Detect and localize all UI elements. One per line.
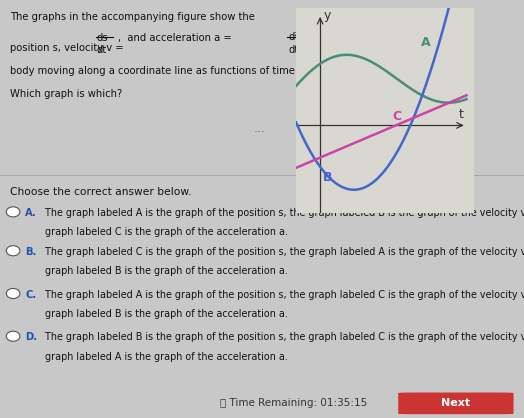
Text: graph labeled C is the graph of the acceleration a.: graph labeled C is the graph of the acce… — [45, 227, 288, 237]
Text: B: B — [323, 171, 332, 184]
Text: of a: of a — [309, 33, 328, 43]
Text: ⏱ Time Remaining: 01:35:15: ⏱ Time Remaining: 01:35:15 — [220, 398, 367, 408]
Text: graph labeled A is the graph of the acceleration a.: graph labeled A is the graph of the acce… — [45, 352, 288, 362]
Text: A: A — [421, 36, 431, 49]
Text: dt²: dt² — [288, 45, 302, 55]
Text: The graph labeled B is the graph of the position s, the graph labeled C is the g: The graph labeled B is the graph of the … — [45, 332, 524, 342]
Text: body moving along a coordinate line as functions of time t.: body moving along a coordinate line as f… — [10, 66, 305, 76]
Text: Which graph is which?: Which graph is which? — [10, 89, 123, 99]
Text: C.: C. — [25, 290, 36, 300]
Text: ds: ds — [97, 33, 108, 43]
Text: t: t — [459, 108, 464, 121]
Text: d²s: d²s — [288, 32, 304, 42]
Circle shape — [6, 288, 20, 298]
Text: ,  and acceleration a =: , and acceleration a = — [118, 33, 232, 43]
Text: position s, velocity v =: position s, velocity v = — [10, 43, 124, 53]
Text: dt: dt — [97, 45, 107, 55]
Text: C: C — [392, 110, 401, 122]
Circle shape — [6, 246, 20, 256]
Circle shape — [6, 207, 20, 217]
Text: B.: B. — [25, 247, 37, 257]
Text: graph labeled B is the graph of the acceleration a.: graph labeled B is the graph of the acce… — [45, 266, 288, 276]
Text: The graph labeled A is the graph of the position s, the graph labeled B is the g: The graph labeled A is the graph of the … — [45, 208, 524, 218]
Text: The graph labeled A is the graph of the position s, the graph labeled C is the g: The graph labeled A is the graph of the … — [45, 290, 524, 300]
Text: graph labeled B is the graph of the acceleration a.: graph labeled B is the graph of the acce… — [45, 309, 288, 319]
Text: A.: A. — [25, 208, 37, 218]
Text: Choose the correct answer below.: Choose the correct answer below. — [10, 186, 192, 196]
Text: D.: D. — [25, 332, 37, 342]
Text: y: y — [323, 9, 331, 22]
Text: Next: Next — [441, 398, 471, 408]
Circle shape — [6, 331, 20, 342]
Text: The graph labeled C is the graph of the position s, the graph labeled A is the g: The graph labeled C is the graph of the … — [45, 247, 524, 257]
Text: ...: ... — [254, 122, 265, 135]
Text: The graphs in the accompanying figure show the: The graphs in the accompanying figure sh… — [10, 12, 255, 22]
FancyBboxPatch shape — [398, 393, 514, 414]
